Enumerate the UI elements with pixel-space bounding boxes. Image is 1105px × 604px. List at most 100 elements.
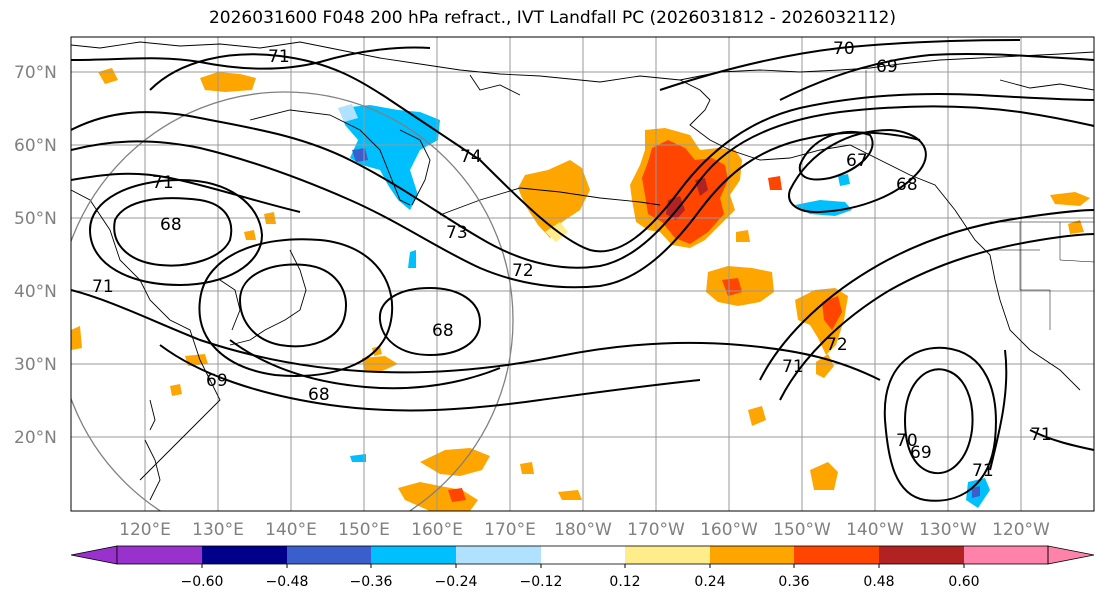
lat-label: 40°N: [14, 282, 57, 302]
contour-72: [71, 131, 921, 289]
colorbar: −0.60 −0.48 −0.36 −0.24 −0.12 0.12 0.24 …: [70, 545, 1095, 590]
lon-label: 170°W: [627, 520, 685, 540]
coast-arctic-islands: [999, 79, 1094, 91]
refractivity-contours: [71, 39, 1094, 502]
fill-speck-16: [408, 250, 416, 268]
lon-label: 160°E: [411, 520, 463, 540]
fill-speck-7: [768, 176, 782, 190]
contour-label: 73: [446, 223, 468, 243]
colorbar-tick-label: 0.12: [609, 574, 640, 590]
fill-speck-3: [71, 326, 82, 350]
lon-label: 160°W: [700, 520, 758, 540]
lon-label: 150°W: [773, 520, 831, 540]
contour-73: [71, 105, 1094, 269]
fill-speck-10: [244, 230, 256, 240]
contour-label: 69: [206, 371, 228, 391]
contour-label: 69: [910, 443, 932, 463]
colorbar-segment: [710, 546, 794, 564]
contour-68-south: [229, 339, 501, 390]
lon-label: 140°E: [265, 520, 317, 540]
colorbar-ticks: [201, 564, 965, 568]
fill-se-blue: [972, 486, 980, 498]
lon-label: 120°W: [992, 520, 1050, 540]
coast-bering: [469, 74, 521, 96]
lon-label: 130°W: [919, 520, 977, 540]
contour-japan-low: [238, 263, 347, 348]
coast-okhotsk: [249, 109, 411, 206]
colorbar-segment: [625, 546, 710, 564]
colorbar-segment: [117, 546, 202, 564]
colorbar-tick-label: −0.60: [181, 574, 224, 590]
map-title: 2026031600 F048 200 hPa refract., IVT La…: [208, 8, 896, 28]
colorbar-segment: [964, 546, 1048, 564]
fill-speck-12: [1068, 220, 1084, 234]
contour-69-south: [159, 344, 701, 412]
colorbar-segment: [202, 546, 287, 564]
contour-label: 68: [432, 321, 454, 341]
fill-speck-11: [1050, 192, 1090, 206]
lon-label: 130°E: [192, 520, 244, 540]
contour-69-hawaii-low: [883, 346, 997, 502]
lon-label: 170°E: [484, 520, 536, 540]
contour-label: 71: [92, 277, 114, 297]
contour-71-south: [71, 289, 881, 381]
colorbar-tick-label: −0.12: [520, 574, 563, 590]
fill-okhotsk-light: [338, 104, 358, 122]
contour-70-ak: [659, 39, 1021, 91]
fill-speck-2: [200, 72, 256, 92]
fill-alaska-cyan-2: [838, 174, 850, 186]
coast-bc: [954, 209, 1081, 391]
colorbar-segment: [371, 546, 456, 564]
fill-speck-14: [810, 462, 838, 490]
colorbar-tick-label: −0.48: [266, 574, 309, 590]
contour-74-ridge: [149, 53, 1094, 253]
lat-label: 30°N: [14, 355, 57, 375]
lon-label: 120°E: [119, 520, 171, 540]
contour-71-north: [71, 46, 431, 70]
lat-axis: 70°N 60°N 50°N 40°N 30°N 20°N: [14, 63, 57, 448]
colorbar-tick-label: −0.36: [350, 574, 393, 590]
colorbar-segment: [541, 546, 625, 564]
coast-siberia-north: [71, 41, 601, 83]
lon-label: 180°W: [554, 520, 612, 540]
contour-label: 71: [268, 47, 290, 67]
colorbar-tick-label: 0.36: [778, 574, 809, 590]
coast-asia-east: [71, 189, 221, 481]
contour-71-se: [1029, 429, 1094, 451]
lon-label: 150°E: [338, 520, 390, 540]
anomaly-fills: [71, 68, 1090, 511]
contour-label: 72: [512, 261, 534, 281]
colorbar-segment: [287, 546, 371, 564]
contour-label-group: 71 70 69 74 71 68 67 68 73 72 71 68 71 7…: [92, 39, 1052, 481]
gridlines: [71, 37, 1094, 511]
fill-tropics-cyan: [350, 454, 366, 462]
contour-68-low: [113, 197, 233, 267]
contour-72-east: [759, 209, 1094, 381]
contour-label: 71: [1030, 425, 1052, 445]
colorbar-extend-left: [70, 545, 118, 565]
contour-label: 68: [896, 175, 918, 195]
fill-speck-8: [736, 230, 750, 242]
colorbar-tick-label: −0.24: [435, 574, 478, 590]
fill-speck-13: [748, 406, 766, 426]
contour-label: 71: [152, 173, 174, 193]
colorbar-tick-label: 0.24: [694, 574, 725, 590]
plot-frame: [70, 36, 1095, 512]
contour-label: 68: [308, 385, 330, 405]
lat-label: 20°N: [14, 428, 57, 448]
coast-taiwan: [149, 399, 156, 431]
coast-japan: [229, 249, 307, 346]
colorbar-tick-label: 0.48: [863, 574, 894, 590]
contour-71-se-2: [989, 349, 1008, 471]
fill-speck-6: [372, 346, 382, 356]
contour-68-center: [378, 286, 482, 357]
fill-tropics-red: [448, 488, 466, 502]
colorbar-segment: [879, 546, 964, 564]
fill-tropics-orange-2: [398, 482, 478, 511]
lat-label: 50°N: [14, 209, 57, 229]
lat-label: 70°N: [14, 63, 57, 83]
contour-69-low: [88, 178, 264, 287]
contour-67-ak: [798, 130, 874, 181]
contour-label: 69: [876, 57, 898, 77]
